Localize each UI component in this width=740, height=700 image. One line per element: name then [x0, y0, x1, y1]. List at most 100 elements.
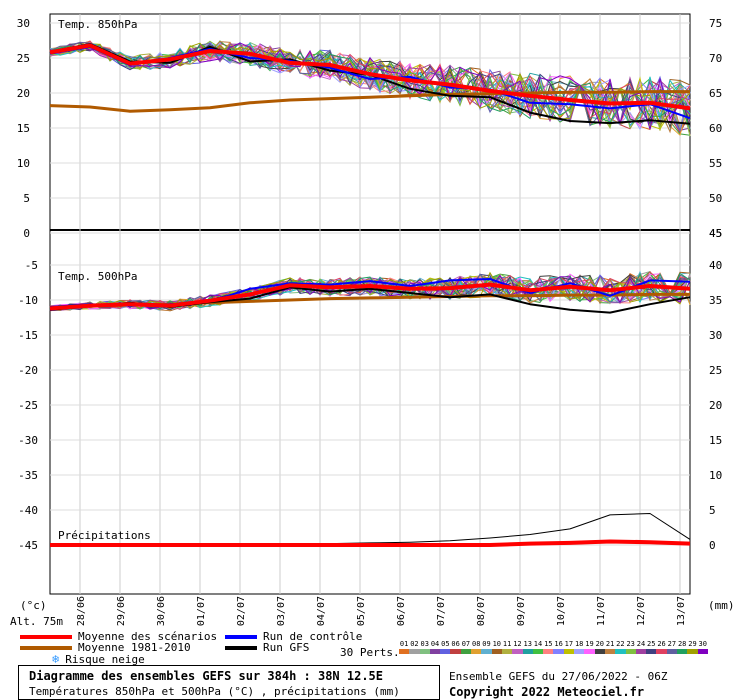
legend-mean-scenarios: Moyenne des scénarios — [20, 630, 217, 643]
tick-label-left: 30 — [17, 17, 30, 30]
pert-number: 22 — [616, 640, 625, 648]
pert-legend-item: 25 — [646, 640, 657, 654]
pert-swatch — [677, 649, 688, 654]
pert-swatch — [522, 649, 533, 654]
ensemble-member-850 — [49, 42, 691, 127]
pert-number: 15 — [544, 640, 553, 648]
legend-mean-climo-label: Moyenne 1981-2010 — [78, 641, 191, 654]
pert-swatch — [399, 649, 410, 654]
pert-number: 27 — [667, 640, 677, 648]
pert-swatch — [656, 649, 667, 654]
pert-swatch — [697, 649, 708, 654]
chart-series — [49, 43, 691, 547]
tick-label-left: -20 — [18, 364, 38, 377]
date-label: 02/07 — [236, 596, 247, 626]
pert-legend-item: 01 — [399, 640, 410, 654]
pert-number: 09 — [482, 640, 491, 648]
pert-swatch — [635, 649, 647, 654]
snowflake-icon: ❄ — [52, 652, 60, 666]
pert-number: 07 — [461, 640, 471, 648]
footer-subtitle: Températures 850hPa et 500hPa (°C) , pré… — [29, 685, 400, 698]
pert-legend-item: 03 — [419, 640, 430, 654]
pert-swatch — [584, 649, 595, 654]
date-label: 12/07 — [636, 596, 647, 626]
date-label: 10/07 — [556, 596, 567, 626]
date-label: 29/06 — [116, 596, 127, 626]
pert-number: 24 — [636, 640, 646, 648]
pert-legend-item: 26 — [656, 640, 667, 654]
date-label: 28/06 — [76, 596, 87, 626]
pert-legend-item: 23 — [625, 640, 636, 654]
pert-legend-item: 07 — [460, 640, 472, 654]
tick-label-left: 0 — [23, 227, 30, 240]
tick-label-right: 15 — [709, 434, 722, 447]
series-line-850 — [49, 43, 691, 111]
pert-legend-item: 09 — [481, 640, 492, 654]
pert-swatch — [419, 649, 430, 654]
tick-label-right: 35 — [709, 294, 722, 307]
legend-snow-risk-label: Risque neige — [65, 652, 145, 666]
pert-number: 04 — [430, 640, 440, 648]
pert-number: 02 — [410, 640, 419, 648]
pert-number: 16 — [554, 640, 563, 648]
pert-swatch — [429, 649, 441, 654]
pert-swatch — [460, 649, 472, 654]
left-unit-label: (°c) — [20, 599, 47, 612]
tick-label-right: 5 — [709, 504, 716, 517]
copyright: Copyright 2022 Meteociel.fr — [449, 685, 645, 699]
legend-control-run-label: Run de contrôle — [263, 630, 363, 643]
pert-number: 08 — [472, 640, 481, 648]
date-label: 03/07 — [276, 596, 287, 626]
series-line-500 — [49, 282, 691, 311]
pert-number: 03 — [420, 640, 429, 648]
pert-swatch — [450, 649, 461, 654]
pert-number: 19 — [585, 640, 594, 648]
pert-swatch — [604, 649, 616, 654]
pert-number: 10 — [492, 640, 502, 648]
date-label: 30/06 — [156, 596, 167, 626]
pert-swatch — [512, 649, 523, 654]
pert-swatch — [532, 649, 544, 654]
legend-snow-risk: ❄ Risque neige — [52, 652, 145, 666]
legend-gfs-run: Run GFS — [225, 641, 309, 654]
legend-mean-scenarios-label: Moyenne des scénarios — [78, 630, 218, 643]
tick-label-right: 25 — [709, 364, 722, 377]
legend-swatch-blue — [225, 634, 257, 639]
legend-swatch-brown — [20, 645, 72, 650]
tick-label-right: 70 — [709, 52, 722, 65]
pert-number: 11 — [502, 640, 512, 648]
pert-swatch — [481, 649, 492, 654]
legend-swatch-black — [225, 645, 257, 650]
pert-legend-item: 10 — [491, 640, 502, 654]
panel-title-850: Temp. 850hPa — [58, 18, 138, 31]
panel-title-precip: Précipitations — [58, 529, 151, 542]
tick-label-left: -15 — [18, 329, 38, 342]
pert-number: 13 — [523, 640, 532, 648]
tick-label-right: 60 — [709, 122, 722, 135]
ensemble-member-850 — [49, 42, 691, 130]
legend-control-run: Run de contrôle — [225, 630, 362, 643]
pert-swatch — [594, 649, 605, 654]
tick-label-right: 75 — [709, 17, 722, 30]
pert-legend-item: 30 — [697, 640, 708, 654]
pert-swatch — [625, 649, 636, 654]
pert-swatch — [471, 649, 482, 654]
tick-label-left: -25 — [18, 399, 38, 412]
tick-label-right: 20 — [709, 399, 722, 412]
tick-label-left: -30 — [18, 434, 38, 447]
tick-label-left: -10 — [18, 294, 38, 307]
pert-legend-item: 15 — [543, 640, 554, 654]
pert-number: 14 — [533, 640, 543, 648]
date-label: 01/07 — [196, 596, 207, 626]
pert-number: 26 — [657, 640, 666, 648]
date-axis: 28/06 29/06 30/06 01/07 02/07 03/07 04/07 05/07… — [76, 596, 687, 626]
pert-swatch — [543, 649, 554, 654]
pert-legend-item: 02 — [409, 640, 420, 654]
pert-legend-item: 17 — [563, 640, 575, 654]
pert-swatch — [440, 649, 451, 654]
pert-swatch — [646, 649, 657, 654]
legend-swatch-red — [20, 634, 72, 639]
pert-swatch — [666, 649, 678, 654]
tick-label-right: 40 — [709, 259, 722, 272]
